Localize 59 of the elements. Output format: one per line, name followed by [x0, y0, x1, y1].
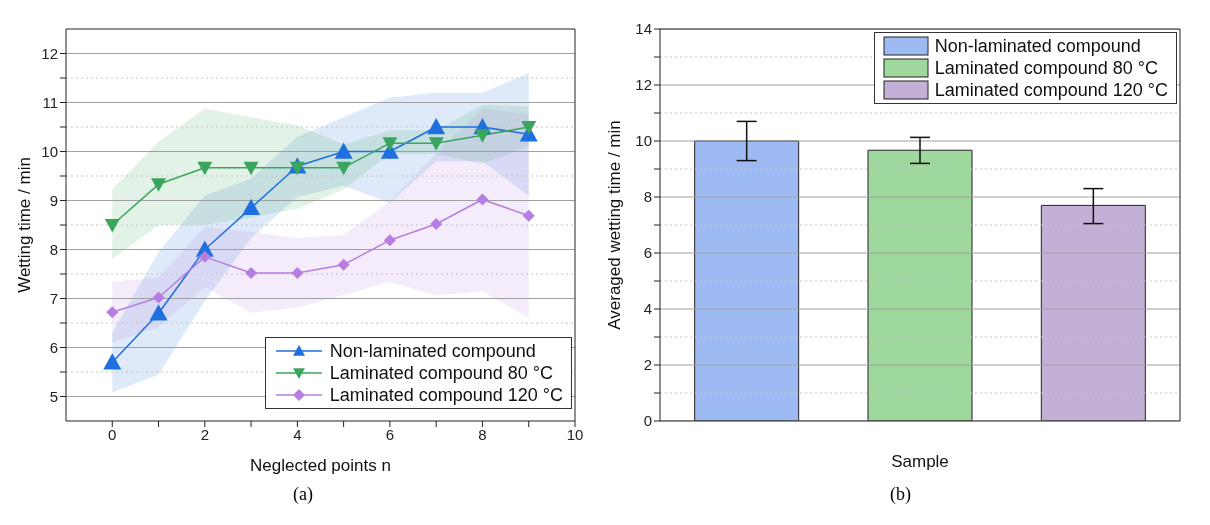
point — [383, 234, 396, 247]
text: (a) — [292, 484, 314, 505]
x-axis-title: Neglected points n — [250, 456, 391, 475]
point — [245, 267, 258, 280]
legend-label: Laminated compound 80 °C — [934, 57, 1158, 79]
x-tick-label: 0 — [108, 425, 117, 443]
point — [106, 306, 119, 319]
y-axis-title: Wetting time / min — [15, 157, 35, 293]
point — [152, 291, 165, 304]
y-tick-label: 10 — [635, 132, 652, 150]
point — [428, 137, 444, 151]
point — [149, 304, 168, 321]
x-axis-title: Sample — [891, 452, 949, 471]
point — [104, 219, 120, 233]
point — [103, 353, 122, 370]
x-tick-label: 8 — [478, 425, 487, 443]
x-tick-label: 4 — [293, 425, 302, 443]
x-tick-label: 2 — [200, 425, 209, 443]
legend-label: Non-laminated compound — [934, 35, 1141, 57]
y-tick-label: 6 — [643, 244, 652, 262]
y-tick-label: 11 — [42, 93, 58, 111]
point — [336, 161, 352, 176]
point — [476, 193, 489, 206]
y-tick-label: 12 — [41, 44, 58, 62]
point — [289, 161, 305, 176]
point — [474, 129, 490, 143]
y-tick-label: 4 — [643, 300, 652, 318]
legend-label: Non-laminated compound — [329, 340, 536, 362]
point — [522, 209, 535, 222]
x-tick-label: 6 — [385, 425, 395, 443]
y-tick-label: 8 — [49, 240, 58, 258]
point — [243, 161, 259, 176]
y-tick-label: 5 — [49, 387, 58, 405]
y-tick-label: 12 — [635, 76, 652, 94]
y-tick-label: 2 — [643, 356, 652, 374]
point — [242, 198, 261, 216]
point — [198, 250, 211, 263]
point — [430, 218, 443, 231]
legend-label: Laminated compound 120 °C — [934, 79, 1168, 101]
text: (b) — [889, 484, 912, 505]
point — [427, 118, 446, 135]
y-tick-label: 10 — [41, 142, 58, 160]
point — [334, 142, 353, 159]
y-tick-label: 0 — [643, 412, 652, 430]
point — [291, 267, 304, 280]
y-tick-label: 8 — [643, 188, 652, 206]
legend-label: Laminated compound 80 °C — [329, 362, 553, 384]
y-tick-label: 6 — [49, 338, 58, 356]
y-axis-title: Averaged wetting time / min — [605, 120, 625, 330]
point — [521, 121, 537, 135]
y-tick-label: 7 — [49, 289, 58, 307]
y-tick-label: 14 — [635, 20, 652, 38]
y-tick-label: 9 — [49, 191, 58, 209]
point — [197, 161, 213, 176]
point — [151, 178, 167, 192]
point — [337, 258, 350, 271]
x-tick-label: 10 — [566, 425, 584, 443]
point — [382, 137, 398, 151]
legend-label: Laminated compound 120 °C — [329, 384, 563, 406]
